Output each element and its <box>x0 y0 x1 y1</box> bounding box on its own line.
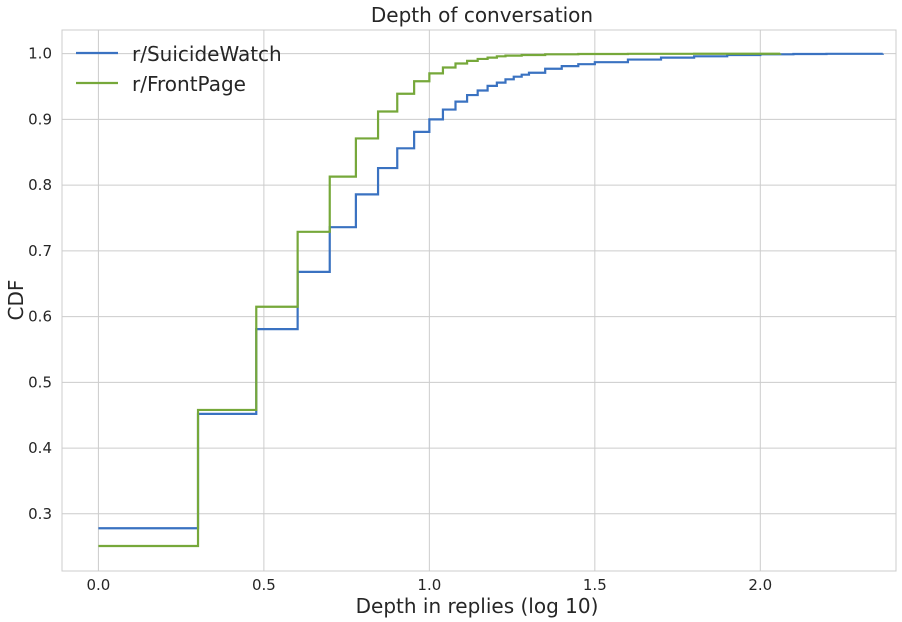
legend: r/SuicideWatch r/FrontPage <box>76 42 282 96</box>
x-tick-labels: 0.0 0.5 1.0 1.5 2.0 <box>86 576 772 594</box>
plot-area <box>61 29 897 572</box>
x-tick-label: 0.5 <box>252 576 276 594</box>
y-tick-label: 0.3 <box>28 505 52 523</box>
x-axis-label: Depth in replies (log 10) <box>356 594 599 618</box>
series-line-r-suicidewatch <box>98 52 884 530</box>
y-tick-label: 1.0 <box>28 45 52 63</box>
x-tick-label: 1.0 <box>417 576 441 594</box>
y-tick-label: 0.9 <box>28 110 52 128</box>
y-tick-label: 0.8 <box>28 176 52 194</box>
x-tick-label: 2.0 <box>748 576 772 594</box>
series-line-r-frontpage <box>98 52 782 548</box>
x-tick-label: 1.5 <box>583 576 607 594</box>
legend-label-frontpage: r/FrontPage <box>132 72 246 96</box>
y-tick-label: 0.6 <box>28 308 52 326</box>
x-tick-label: 0.0 <box>86 576 110 594</box>
series-lines <box>98 52 884 548</box>
y-tick-label: 0.7 <box>28 242 52 260</box>
y-tick-labels: 0.3 0.4 0.5 0.6 0.7 0.8 0.9 1.0 <box>28 45 52 523</box>
y-tick-label: 0.4 <box>28 439 52 457</box>
y-axis-label: CDF <box>4 280 28 321</box>
y-tick-label: 0.5 <box>28 373 52 391</box>
legend-label-suicidewatch: r/SuicideWatch <box>132 42 282 66</box>
chart-title: Depth of conversation <box>371 3 593 27</box>
